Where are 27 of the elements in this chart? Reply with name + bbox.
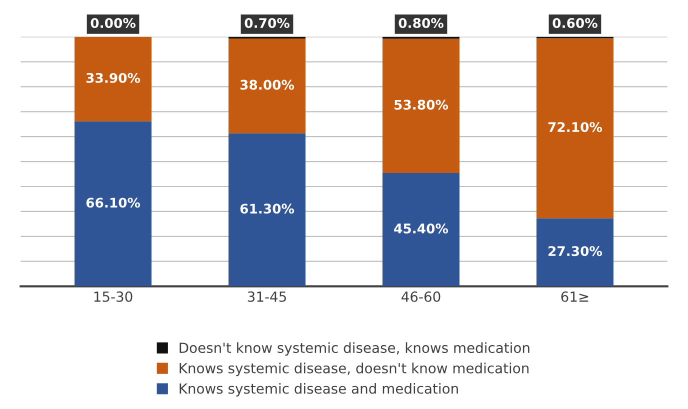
x-tick-label: 31-45 xyxy=(248,291,286,302)
bar xyxy=(536,218,614,286)
bar xyxy=(228,133,306,286)
data-label: 61.30% xyxy=(240,204,294,214)
bar xyxy=(382,173,460,286)
bar xyxy=(382,38,460,174)
bar xyxy=(536,38,614,218)
legend-label: Knows systemic disease and medication xyxy=(180,383,458,396)
x-tick-label: 61≥ xyxy=(561,291,588,302)
bar xyxy=(228,38,306,134)
legend-label: Doesn't know systemic disease, knows medication xyxy=(180,342,530,356)
data-label: 0.00% xyxy=(90,18,136,28)
bar xyxy=(74,121,152,286)
data-label: 33.90% xyxy=(86,72,140,83)
data-label: 27.30% xyxy=(548,246,602,256)
legend-label: Knows systemic disease, doesn't know medication xyxy=(180,362,528,376)
data-label: 72.10% xyxy=(548,122,602,132)
bar xyxy=(74,36,152,122)
x-tick-label: 46-60 xyxy=(401,291,440,302)
data-label: 38.00% xyxy=(240,80,294,90)
data-label: 45.40% xyxy=(394,224,448,234)
data-label: 0.80% xyxy=(398,18,444,28)
data-label: 0.60% xyxy=(552,18,598,28)
data-label: 53.80% xyxy=(394,100,448,110)
data-label: 66.10% xyxy=(86,198,140,208)
data-label: 0.70% xyxy=(244,18,290,28)
x-tick-label: 15-30 xyxy=(94,291,132,302)
